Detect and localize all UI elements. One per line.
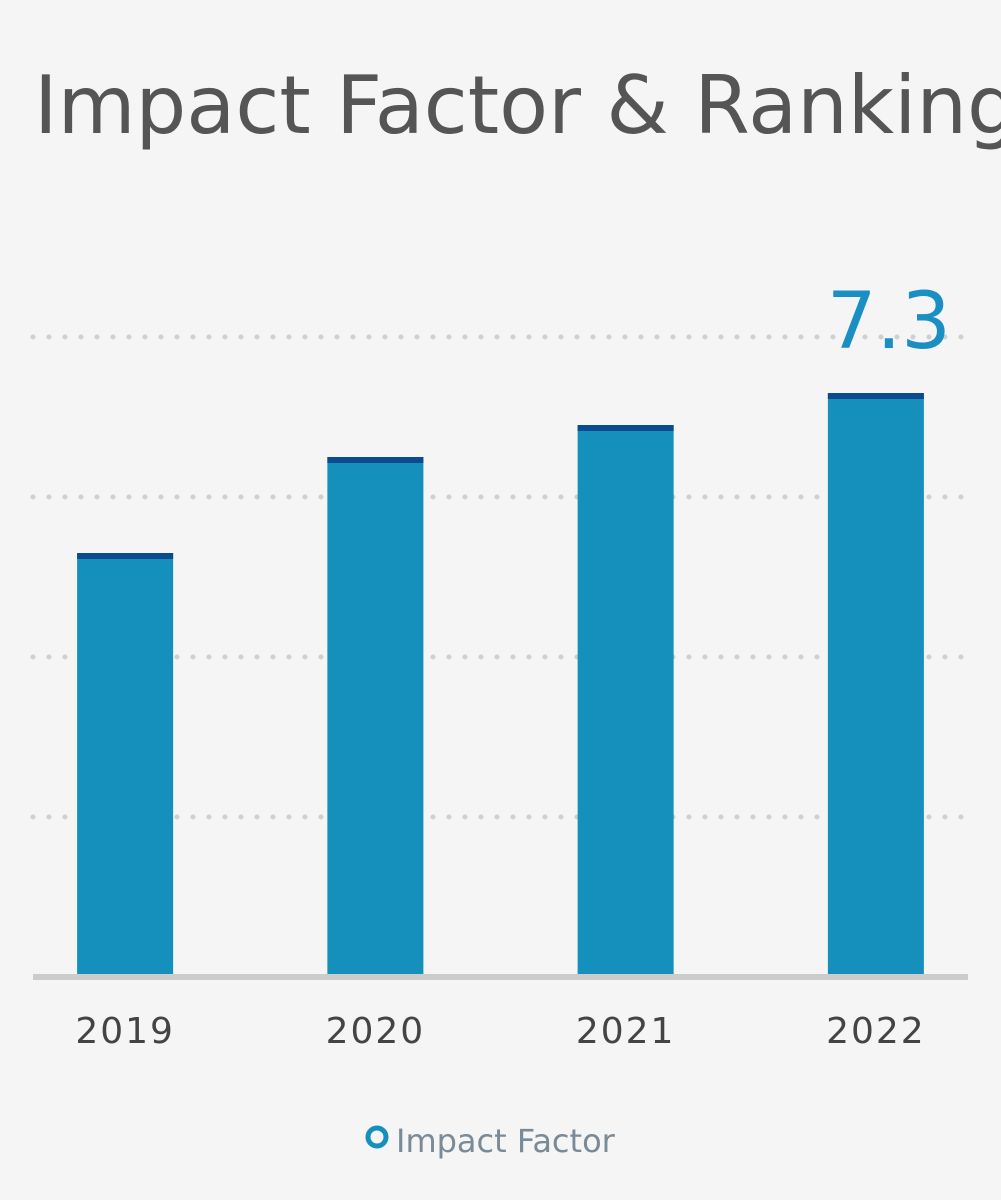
- x-tick-label: 2022: [826, 1011, 926, 1052]
- bar-cap: [827, 393, 924, 399]
- bar: [577, 425, 674, 977]
- x-tick-label: 2021: [576, 1011, 676, 1052]
- bar-cap: [577, 425, 674, 431]
- bar: [77, 553, 174, 977]
- value-label: 7.3: [827, 277, 951, 367]
- chart-title: Impact Factor & Ranking: [34, 59, 1001, 152]
- bar: [327, 457, 424, 977]
- bar: [827, 393, 924, 977]
- legend-marker: [365, 1125, 389, 1149]
- x-tick-label: 2019: [75, 1011, 175, 1052]
- x-tick-label: 2020: [326, 1011, 426, 1052]
- bar-cap: [327, 457, 424, 463]
- bar-cap: [77, 553, 174, 559]
- legend-label: Impact Factor: [396, 1122, 616, 1160]
